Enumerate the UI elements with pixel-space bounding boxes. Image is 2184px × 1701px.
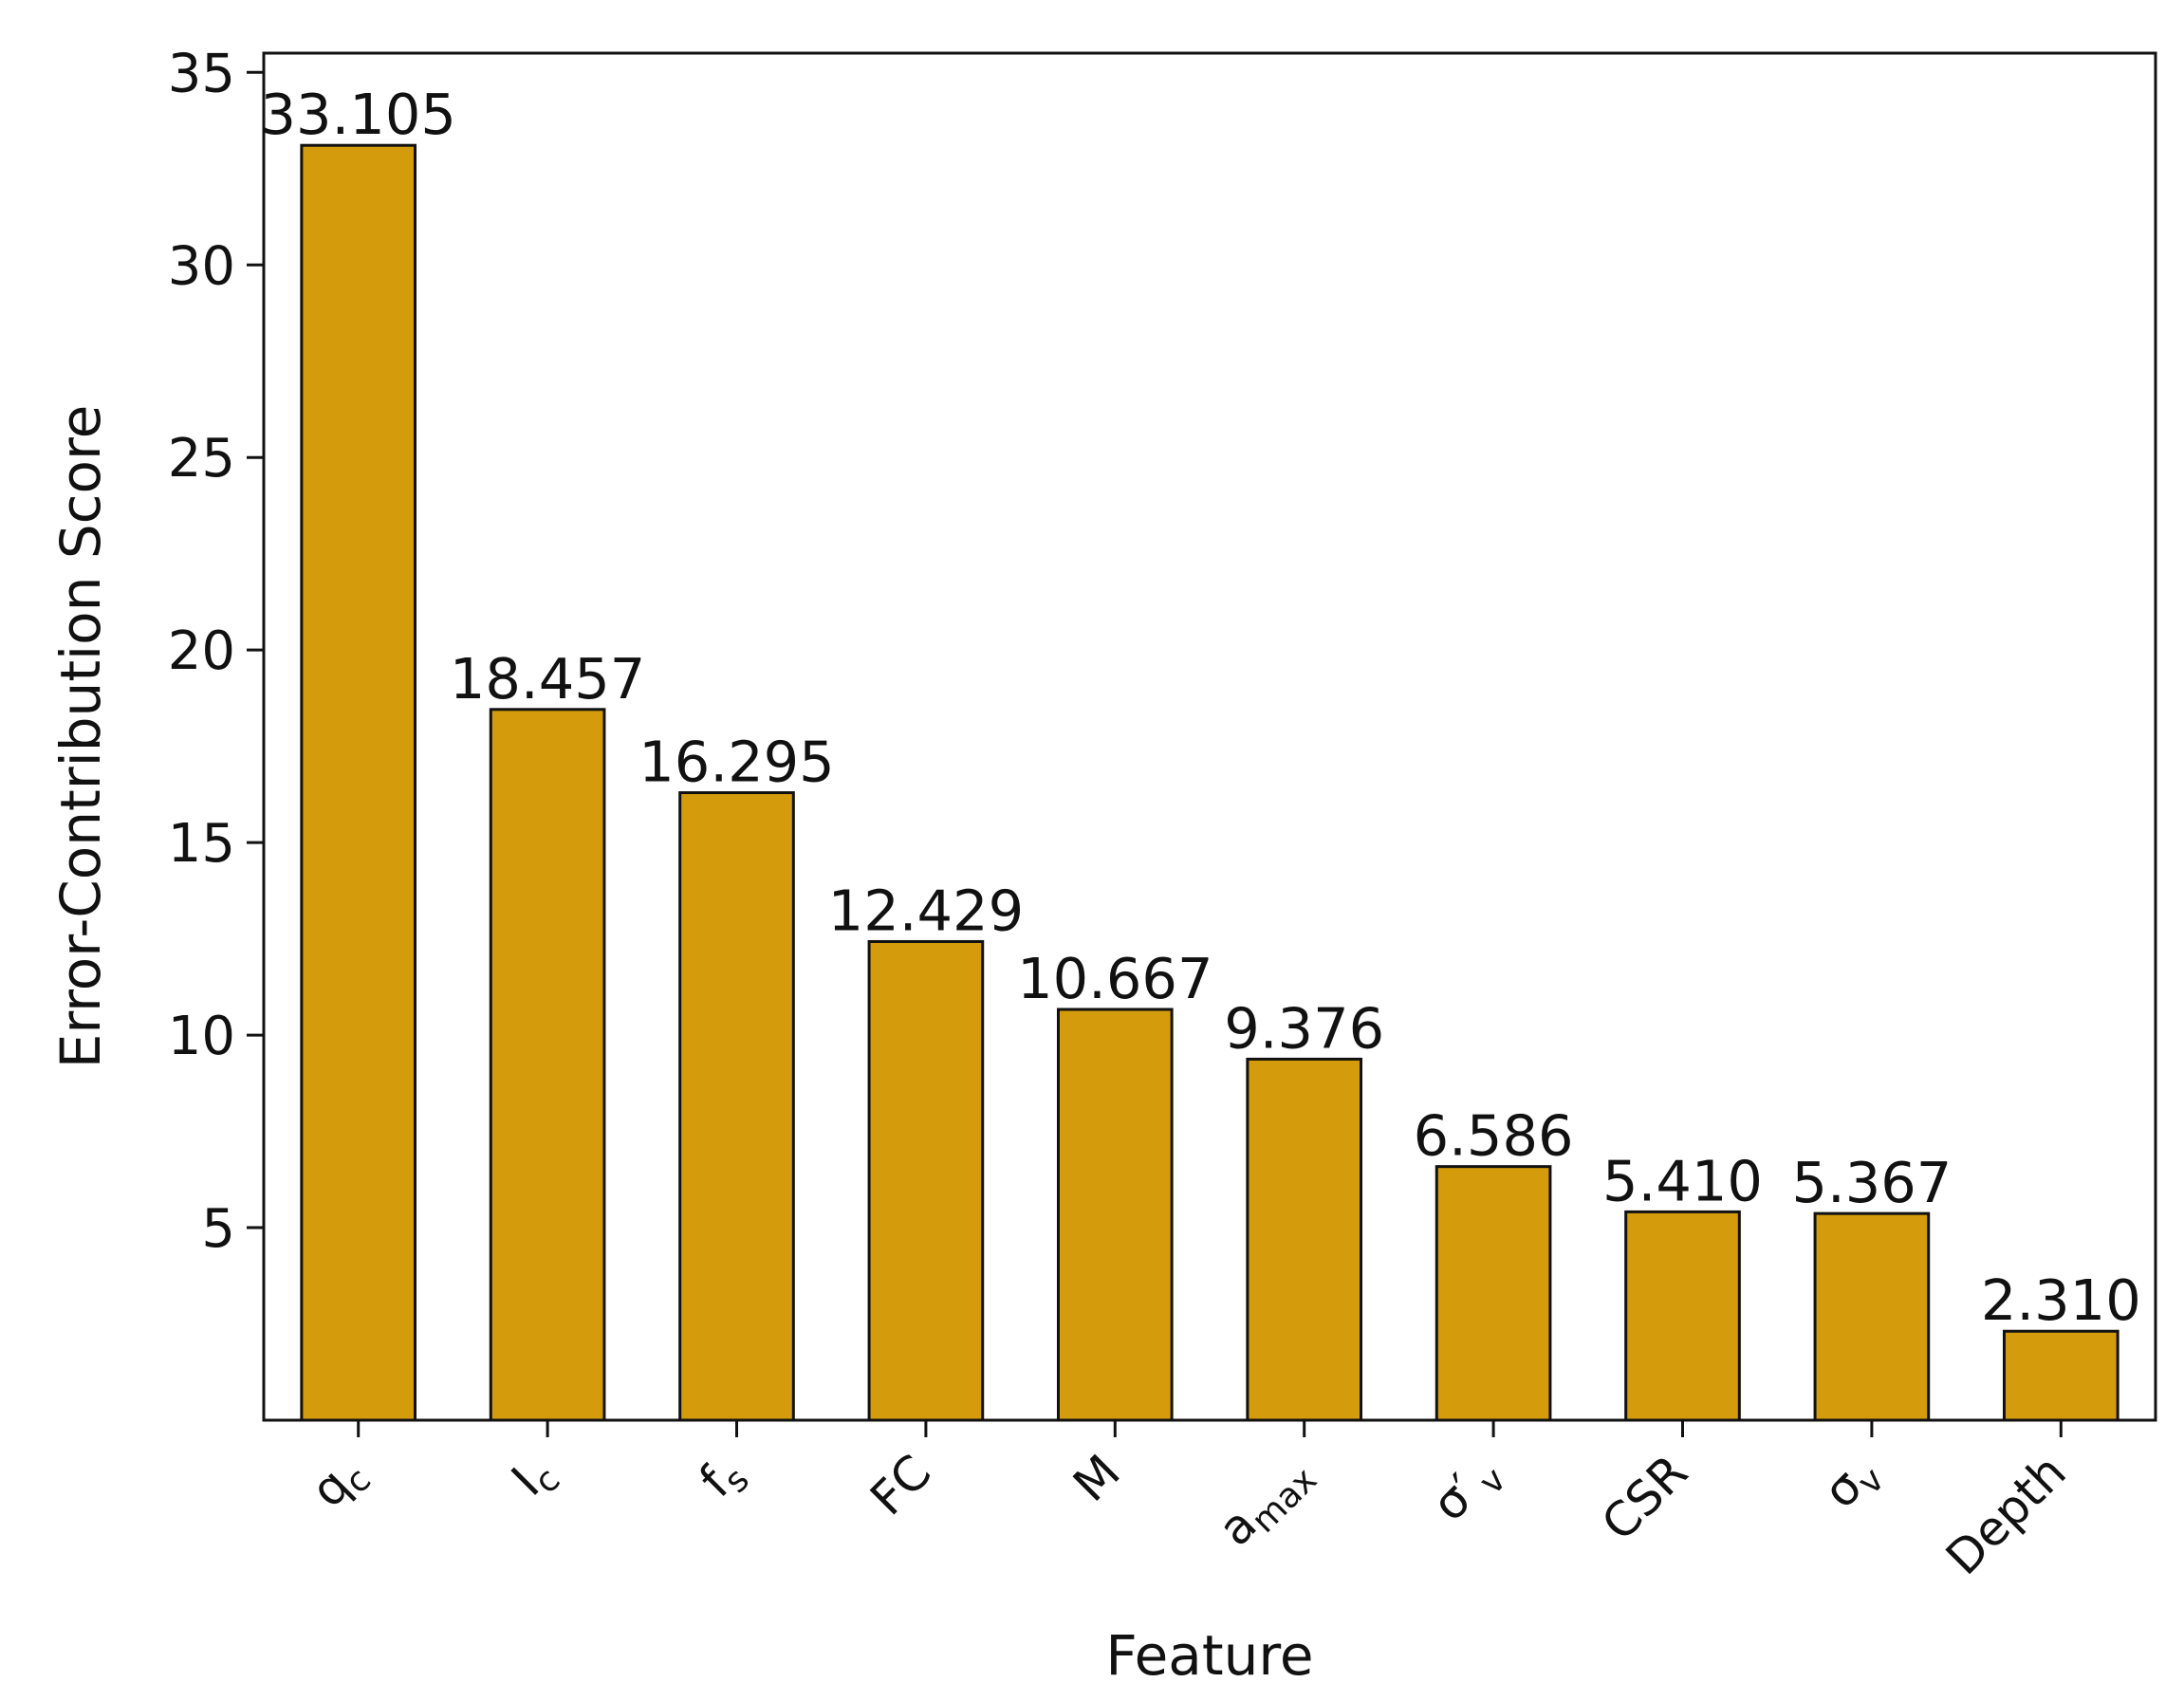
y-tick-label: 15	[168, 813, 235, 875]
x-tick-label: amax	[1208, 1444, 1324, 1561]
y-tick-label: 25	[168, 428, 235, 490]
data-label: 16.295	[639, 730, 834, 795]
plot-frame	[262, 51, 2157, 1422]
x-tick-label: σv	[1813, 1444, 1892, 1523]
bar	[1246, 1057, 1363, 1422]
bar	[2002, 1329, 2119, 1422]
bar	[1056, 1008, 1174, 1422]
bar	[1624, 1210, 1741, 1422]
x-tick-label: fs	[689, 1444, 757, 1512]
y-tick-label: 20	[168, 620, 235, 682]
x-tick-label: qc	[301, 1444, 379, 1522]
data-label: 2.310	[1981, 1267, 2141, 1333]
x-tick-label: CSR	[1591, 1444, 1698, 1551]
data-label: 6.586	[1414, 1103, 1574, 1169]
x-tick-label: M	[1063, 1444, 1131, 1512]
y-tick-label: 5	[201, 1198, 235, 1260]
y-axis-title: Error-Contribution Score	[48, 405, 113, 1069]
y-tick-label: 10	[168, 1006, 235, 1067]
data-label: 9.376	[1224, 995, 1384, 1061]
data-label: 12.429	[828, 878, 1024, 943]
y-tick-label: 30	[168, 235, 235, 297]
x-tick-label: σ′v	[1421, 1444, 1513, 1536]
bar	[867, 939, 985, 1422]
x-tick-label: Depth	[1935, 1444, 2077, 1585]
bar	[1813, 1211, 1931, 1422]
data-label: 10.667	[1017, 946, 1212, 1011]
bar	[1434, 1165, 1552, 1422]
x-tick-label: FC	[860, 1444, 941, 1525]
x-tick-label: Ic	[501, 1444, 567, 1510]
data-label: 5.410	[1602, 1148, 1763, 1213]
x-axis-title: Feature	[1105, 1623, 1313, 1688]
bar	[678, 791, 795, 1422]
bars-group	[300, 143, 2119, 1422]
data-label: 5.367	[1791, 1150, 1952, 1215]
y-tick-label: 35	[168, 43, 235, 104]
bar	[489, 708, 606, 1422]
bar	[300, 143, 417, 1422]
data-label: 18.457	[450, 646, 645, 712]
data-label: 33.105	[260, 82, 455, 147]
